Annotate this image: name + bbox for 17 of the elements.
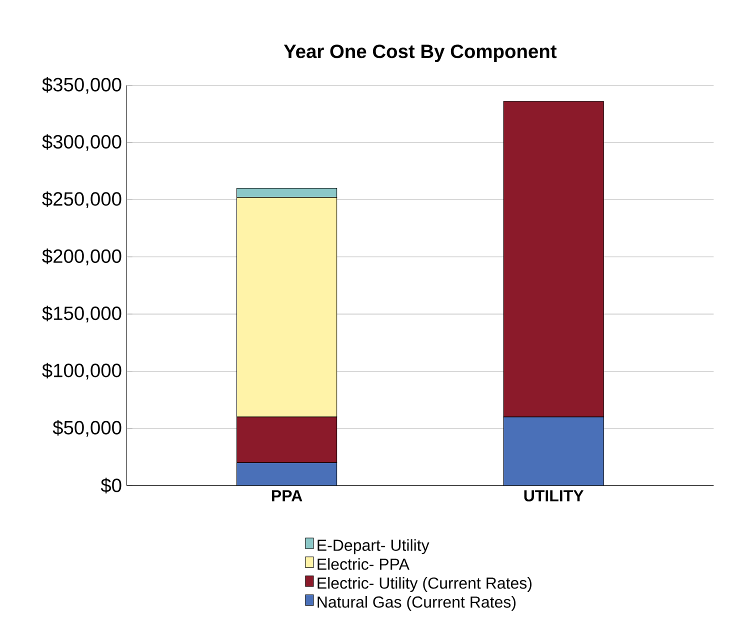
y-tick-label: $350,000 [42,76,122,94]
y-tick-label: $200,000 [42,248,122,266]
x-tick-label: PPA [272,490,302,502]
y-tick-label: $0 [100,478,122,494]
y-tick-label: $250,000 [42,191,122,208]
bar [503,416,604,486]
legend-label: Natural Gas (Current Rates) [318,596,516,611]
bar [236,462,337,486]
chart-title: Year One Cost By Component [284,44,557,62]
legend-label: E-Depart- Utility [318,539,430,554]
legend-label: Electric- Utility (Current Rates) [318,576,532,592]
y-tick-label: $150,000 [42,306,122,322]
y-tick-label: $50,000 [52,420,122,437]
x-tick-label: UTILITY [524,490,584,502]
y-tick-label: $100,000 [42,362,122,380]
y-tick-label: $300,000 [42,134,122,151]
legend-label: Electric- PPA [318,558,410,570]
